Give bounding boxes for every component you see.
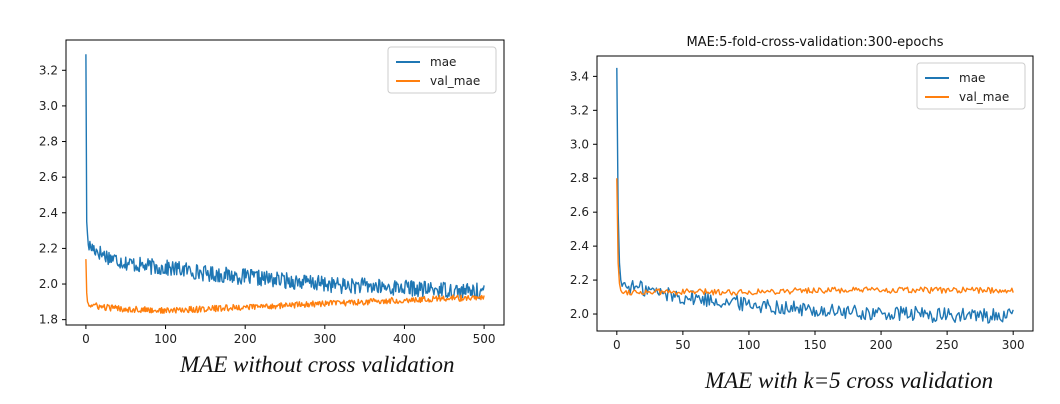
left-y-tick-label: 2.2 xyxy=(39,241,58,255)
left-series-mae-line xyxy=(85,54,485,300)
right-chart: 0 50 100 150 200 250 300 2.0 2.2 2.4 2.6 2.8 3.0 3.2 3… xyxy=(570,35,1034,352)
right-x-tick-label: 150 xyxy=(804,338,827,352)
left-x-tick-label: 200 xyxy=(234,332,257,346)
left-y-tick-label: 3.2 xyxy=(39,63,58,77)
right-y-tick-label: 3.2 xyxy=(570,103,589,117)
left-y-tick-label: 2.6 xyxy=(39,170,58,184)
right-y-tick-label: 2.0 xyxy=(570,307,589,321)
right-series-val_mae-line xyxy=(616,178,1014,296)
right-x-tick-label: 250 xyxy=(936,338,959,352)
right-y-tick-label: 3.0 xyxy=(570,137,589,151)
left-chart: 0 100 200 300 400 500 1.8 2.0 2.2 2.4 2.6 2.8 3.0 3.2… xyxy=(39,39,505,346)
left-y-tick-label: 2.0 xyxy=(39,277,58,291)
right-y-tick-label: 2.2 xyxy=(570,273,589,287)
right-legend-label-val_mae: val_mae xyxy=(959,90,1009,104)
left-x-tick-label: 300 xyxy=(313,332,336,346)
right-y-tick-label: 2.6 xyxy=(570,205,589,219)
left-y-tick-label: 3.0 xyxy=(39,99,58,113)
right-x-tick-label: 0 xyxy=(613,338,621,352)
right-x-tick-label: 50 xyxy=(675,338,690,352)
left-series-val_mae-line xyxy=(85,259,485,314)
left-chart-caption: MAE without cross validation xyxy=(180,352,455,377)
right-x-tick-label: 300 xyxy=(1002,338,1025,352)
right-series-mae-line xyxy=(616,67,1014,324)
right-chart-title: MAE:5-fold-cross-validation:300-epochs xyxy=(686,35,943,50)
left-axes-frame xyxy=(65,39,505,326)
right-y-tick-label: 2.8 xyxy=(570,171,589,185)
left-legend-label-mae: mae xyxy=(430,55,456,69)
right-legend-label-mae: mae xyxy=(959,71,985,85)
left-x-tick-label: 500 xyxy=(473,332,496,346)
right-x-tick-label: 200 xyxy=(870,338,893,352)
left-x-tick-label: 100 xyxy=(154,332,177,346)
left-y-tick-label: 2.8 xyxy=(39,135,58,149)
left-legend-label-val_mae: val_mae xyxy=(430,74,480,88)
right-x-tick-label: 100 xyxy=(737,338,760,352)
left-y-tick-label: 2.4 xyxy=(39,206,58,220)
left-y-tick-label: 1.8 xyxy=(39,313,58,327)
right-y-tick-label: 2.4 xyxy=(570,239,589,253)
left-x-tick-label: 0 xyxy=(82,332,90,346)
right-chart-caption: MAE with k=5 cross validation xyxy=(705,368,994,393)
left-x-tick-label: 400 xyxy=(393,332,416,346)
right-y-tick-label: 3.4 xyxy=(570,69,589,83)
